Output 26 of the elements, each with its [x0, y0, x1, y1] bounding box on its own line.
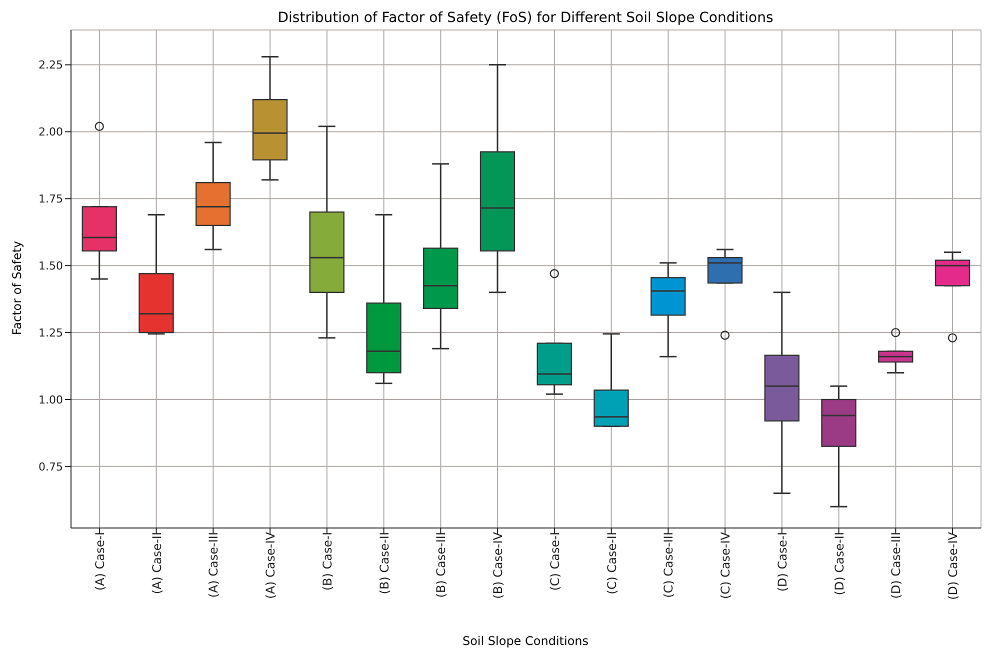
x-tick-label: (D) Case-IV: [946, 531, 960, 600]
x-tick-label: (D) Case-III: [889, 532, 904, 599]
y-tick-label: 2.00: [38, 126, 63, 139]
x-tick-label: (B) Case-II: [377, 532, 392, 594]
x-tick-label: (A) Case-I: [92, 532, 107, 591]
x-tick-label: (C) Case-II: [604, 532, 619, 594]
x-tick-label: (C) Case-III: [662, 532, 676, 598]
x-tick-label: (A) Case-II: [150, 532, 164, 594]
y-tick-label: 1.00: [38, 393, 63, 406]
x-axis-title: Soil Slope Conditions: [461, 634, 590, 648]
y-tick-label: 1.50: [38, 260, 63, 273]
y-axis-title: Factor of Safety: [10, 240, 24, 336]
x-tick-label: (B) Case-III: [434, 532, 448, 598]
x-tick-label: (A) Case-IV: [264, 531, 278, 599]
y-tick-label: 1.75: [38, 192, 63, 206]
x-tick-label: (C) Case-IV: [718, 531, 733, 600]
x-tick-label: (D) Case-II: [832, 532, 846, 596]
y-tick-label: 2.25: [38, 58, 63, 72]
y-tick-label: 1.25: [38, 326, 63, 340]
chart-title: Distribution of Factor of Safety (FoS) for Different Soil Slope Conditions: [276, 10, 774, 26]
x-tick-label: (B) Case-I: [320, 532, 334, 591]
x-tick-label: (B) Case-IV: [491, 531, 506, 599]
x-tick-label: (C) Case-I: [548, 532, 562, 591]
x-tick-label: (D) Case-I: [775, 532, 790, 592]
y-tick-label: 0.75: [38, 460, 63, 474]
x-tick-label: (A) Case-III: [206, 532, 221, 598]
